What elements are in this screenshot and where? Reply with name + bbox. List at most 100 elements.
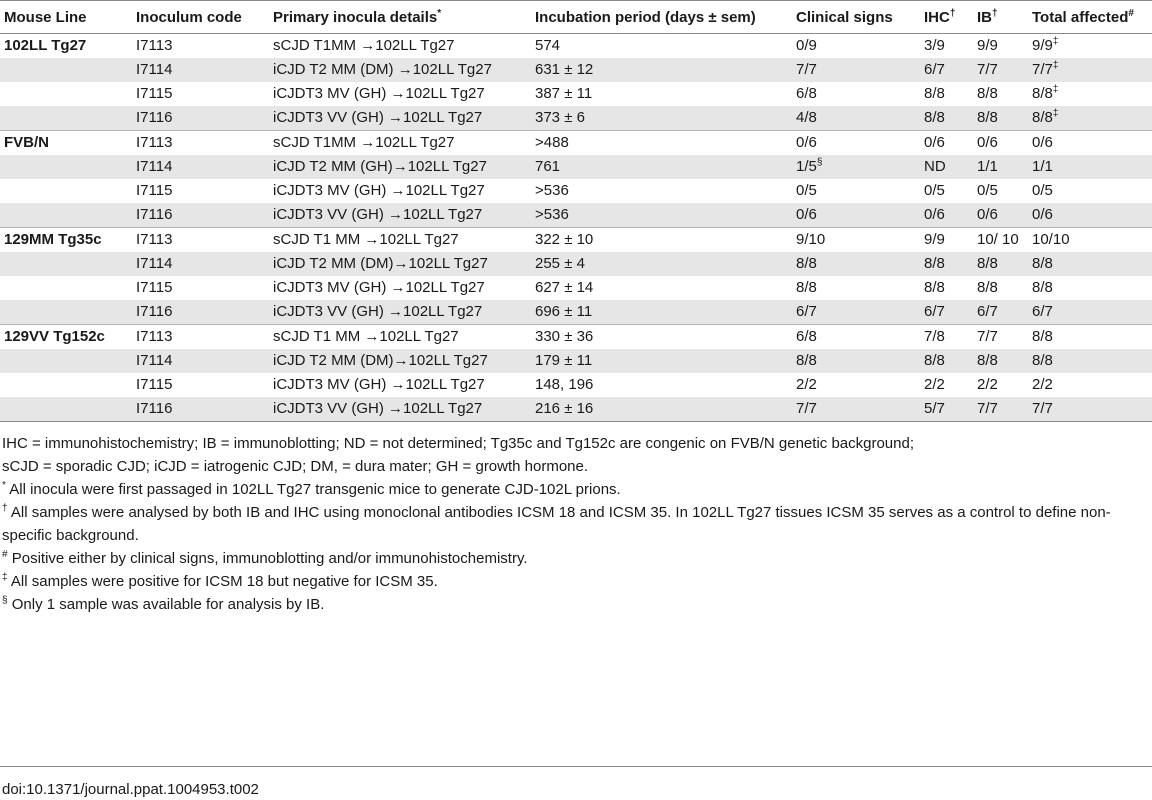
cell-total-affected: 10/10 (1028, 227, 1152, 252)
table-row: I7114 iCJD T2 MM (GH)→102LL Tg27 761 1/5§ ND… (0, 155, 1152, 179)
table-body: 102LL Tg27 I7113 sCJD T1MM →102LL Tg27 574 0… (0, 34, 1152, 422)
cell-ihc: 3/9 (924, 37, 945, 54)
cell-total-affected: 7/7 (1028, 397, 1152, 422)
cell-inoculum-code: I7115 (136, 376, 173, 393)
cell-clinical-signs: 1/5§ (792, 155, 920, 179)
cell-clinical-signs: 8/8 (792, 252, 920, 276)
cell-ib: 10/ 10 (973, 227, 1028, 252)
cell-mouse-line (0, 203, 132, 228)
cell-ihc: 8/8 (920, 252, 973, 276)
cell-total-affected: 8/8 (1032, 279, 1053, 296)
cell-total-affected: 6/7 (1028, 300, 1152, 325)
cell-total-affected: 1/1 (1028, 155, 1152, 179)
cell-ib: 7/7 (973, 58, 1028, 82)
cell-clinical-signs: 2/2 (796, 376, 817, 393)
cell-clinical-signs: 8/8 (792, 349, 920, 373)
cell-inoculum-code: I7114 (132, 58, 269, 82)
cell-primary-inocula: iCJDT3 MV (GH) →102LL Tg27 (273, 279, 485, 296)
cell-incubation-period: 627 ± 14 (535, 279, 594, 296)
cell-primary-inocula: iCJD T2 MM (GH)→102LL Tg27 (269, 155, 531, 179)
cell-clinical-signs: 7/7 (792, 58, 920, 82)
abbreviations-line-1: IHC = immunohistochemistry; IB = immunob… (2, 435, 915, 452)
cell-ihc: 6/7 (920, 58, 973, 82)
cell-clinical-signs: 0/9 (796, 37, 817, 54)
cell-primary-inocula: iCJD T2 MM (DM)→102LL Tg27 (269, 349, 531, 373)
cell-primary-inocula: sCJD T1 MM →102LL Tg27 (269, 324, 531, 349)
cell-inoculum-code: I7114 (132, 252, 269, 276)
cell-incubation-period: 387 ± 11 (535, 85, 593, 102)
cell-ihc: 8/8 (924, 279, 945, 296)
cell-total-affected: 8/8 (1028, 252, 1152, 276)
cell-ib: 8/8 (977, 279, 998, 296)
cell-ib: 2/2 (977, 376, 998, 393)
table-row: I7115 iCJDT3 MV (GH) →102LL Tg27 148, 196 2… (0, 373, 1152, 397)
cell-mouse-line (0, 373, 132, 397)
header-total-affected: Total affected# (1028, 0, 1152, 34)
cell-incubation-period: >488 (531, 130, 792, 155)
cell-incubation-period: 255 ± 4 (531, 252, 792, 276)
cell-incubation-period: 631 ± 12 (531, 58, 792, 82)
cell-total-affected: 2/2 (1032, 376, 1053, 393)
cell-mouse-line: 129MM Tg35c (0, 227, 132, 252)
cell-incubation-period: 322 ± 10 (531, 227, 792, 252)
cell-inoculum-code: I7115 (136, 279, 173, 296)
table-row: 129MM Tg35c I7113 sCJD T1 MM →102LL Tg27 32… (0, 227, 1152, 252)
cell-primary-inocula: iCJDT3 MV (GH) →102LL Tg27 (273, 85, 485, 102)
cell-clinical-signs: 6/8 (792, 324, 920, 349)
cell-incubation-period: 148, 196 (535, 376, 594, 393)
cell-total-affected: 0/6 (1028, 130, 1152, 155)
cell-ihc: 8/8 (924, 85, 945, 102)
cell-primary-inocula: iCJDT3 MV (GH) →102LL Tg27 (273, 376, 485, 393)
cell-ib: 0/6 (973, 130, 1028, 155)
cell-incubation-period: 179 ± 11 (531, 349, 792, 373)
cell-total-affected: 0/5 (1032, 182, 1053, 199)
cell-clinical-signs: 9/10 (792, 227, 920, 252)
cell-ihc: 8/8 (920, 106, 973, 131)
cell-primary-inocula: sCJD T1 MM →102LL Tg27 (269, 227, 531, 252)
cell-total-affected: 8/8 (1028, 349, 1152, 373)
header-mouse-line: Mouse Line (0, 0, 132, 34)
cell-ib: 8/8 (973, 252, 1028, 276)
cell-mouse-line (0, 349, 132, 373)
cell-ib: 8/8 (973, 106, 1028, 131)
cell-ib: 1/1 (973, 155, 1028, 179)
table-row: I7115 iCJDT3 MV (GH) →102LL Tg27 >536 0/5 0/… (0, 179, 1152, 203)
cell-incubation-period: >536 (531, 203, 792, 228)
cell-ihc: 2/2 (924, 376, 945, 393)
cell-primary-inocula: iCJDT3 VV (GH) →102LL Tg27 (269, 106, 531, 131)
cell-mouse-line (0, 276, 132, 300)
cell-primary-inocula: sCJD T1MM →102LL Tg27 (269, 130, 531, 155)
table-row: I7115 iCJDT3 MV (GH) →102LL Tg27 387 ± 11 6… (0, 82, 1152, 106)
doi-line: doi:10.1371/journal.ppat.1004953.t002 (0, 766, 1152, 798)
cell-primary-inocula: iCJD T2 MM (DM) →102LL Tg27 (269, 58, 531, 82)
cell-ib: 7/7 (973, 397, 1028, 422)
cell-clinical-signs: 6/8 (796, 85, 817, 102)
cell-clinical-signs: 0/5 (796, 182, 817, 199)
cell-ihc: 6/7 (920, 300, 973, 325)
header-ib: IB† (973, 0, 1028, 34)
cell-inoculum-code: I7115 (136, 182, 173, 199)
cell-mouse-line: 102LL Tg27 (4, 37, 87, 54)
cell-inoculum-code: I7113 (136, 37, 173, 54)
cell-total-affected: 8/8 (1028, 324, 1152, 349)
table-row: 129VV Tg152c I7113 sCJD T1 MM →102LL Tg27 3… (0, 324, 1152, 349)
footnote: * All inocula were first passaged in 102… (2, 480, 621, 499)
cell-total-affected: 9/9‡ (1032, 36, 1059, 55)
cell-mouse-line (0, 300, 132, 325)
cell-inoculum-code: I7116 (132, 106, 269, 131)
cell-mouse-line (0, 58, 132, 82)
table-row: FVB/N I7113 sCJD T1MM →102LL Tg27 >488 0/6 0/… (0, 130, 1152, 155)
cell-total-affected: 8/8‡ (1028, 106, 1152, 131)
results-table: Mouse Line Inoculum code Primary inocula… (0, 0, 1152, 422)
cell-ib: 8/8 (973, 349, 1028, 373)
table-row: I7115 iCJDT3 MV (GH) →102LL Tg27 627 ± 14 8… (0, 276, 1152, 300)
table-row: I7116 iCJDT3 VV (GH) →102LL Tg27 216 ± 16 7… (0, 397, 1152, 422)
cell-clinical-signs: 6/7 (792, 300, 920, 325)
cell-inoculum-code: I7114 (132, 155, 269, 179)
cell-inoculum-code: I7116 (132, 300, 269, 325)
cell-incubation-period: 574 (535, 37, 561, 54)
cell-clinical-signs: 0/6 (792, 130, 920, 155)
cell-mouse-line: FVB/N (0, 130, 132, 155)
cell-mouse-line (0, 155, 132, 179)
